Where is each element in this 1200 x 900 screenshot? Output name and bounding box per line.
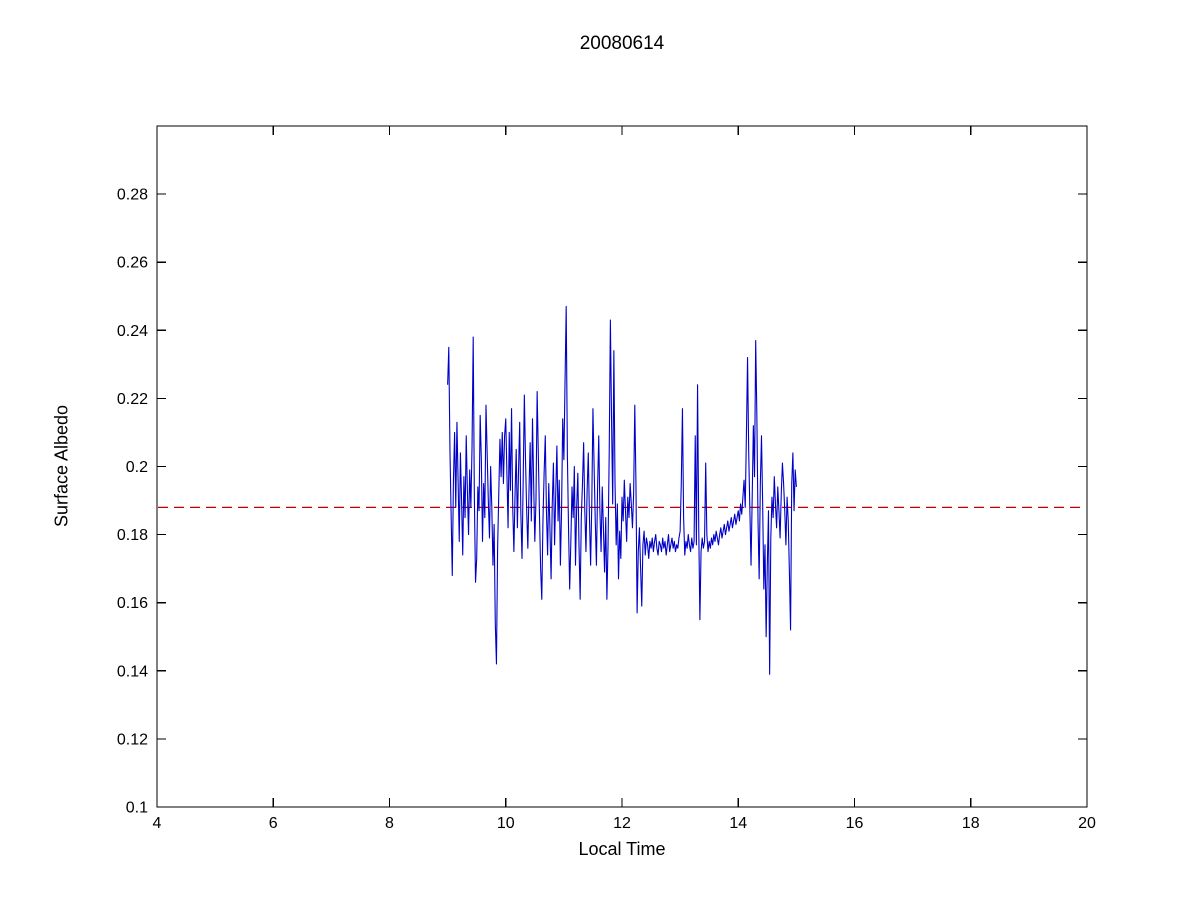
x-tick-label: 4 [153, 815, 162, 832]
x-tick-label: 12 [613, 815, 631, 832]
x-tick-label: 16 [846, 815, 864, 832]
y-tick-label: 0.22 [117, 391, 148, 408]
x-tick-label: 10 [497, 815, 515, 832]
x-tick-label: 8 [385, 815, 394, 832]
albedo-series-line [447, 305, 797, 675]
y-tick-label: 0.2 [126, 459, 148, 476]
y-tick-label: 0.1 [126, 800, 148, 817]
y-tick-label: 0.12 [117, 731, 148, 748]
x-tick-label: 20 [1078, 815, 1096, 832]
y-tick-label: 0.24 [117, 323, 148, 340]
axis-box [156, 125, 1088, 808]
y-tick-label: 0.26 [117, 255, 148, 272]
y-tick-label: 0.28 [117, 187, 148, 204]
x-tick-label: 14 [729, 815, 747, 832]
y-tick-label: 0.14 [117, 663, 148, 680]
chart-title: 20080614 [579, 33, 665, 54]
x-tick-label: 18 [962, 815, 980, 832]
y-tick-label: 0.16 [117, 595, 148, 612]
x-axis-label: Local Time [578, 839, 666, 859]
x-tick-label: 6 [269, 815, 278, 832]
y-tick-label: 0.18 [117, 527, 148, 544]
